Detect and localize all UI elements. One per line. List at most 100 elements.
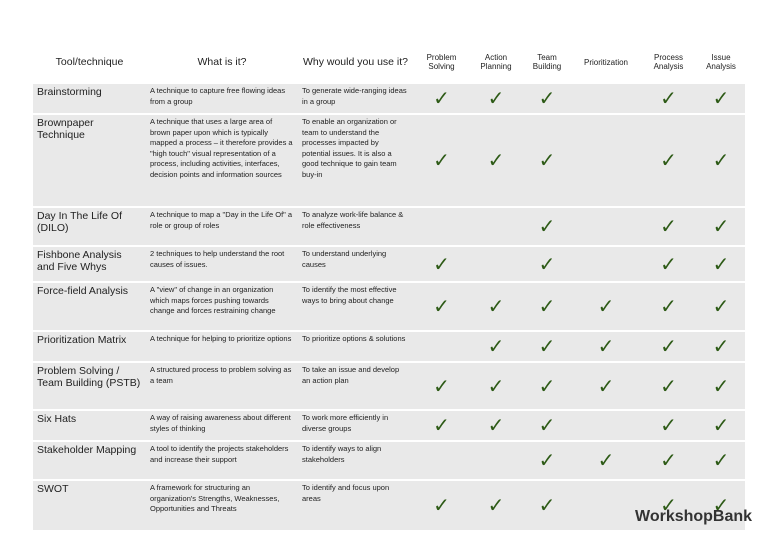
table-row: Six Hats A way of raising awareness about… [33,411,745,440]
check-cell: ✓ [470,115,522,206]
check-cell [470,208,522,245]
check-cell: ✓ [697,481,745,530]
tool-name: Force-field Analysis [33,283,146,330]
description: A technique to capture free flowing idea… [146,84,298,113]
check-cell [413,208,470,245]
check-cell: ✓ [413,411,470,440]
table-row: Fishbone Analysis and Five Whys 2 techniq… [33,247,745,281]
check-cell [572,208,640,245]
check-cell: ✓ [640,481,697,530]
purpose: To identify the most effective ways to b… [298,283,413,330]
description: A technique for helping to prioritize op… [146,332,298,361]
column-header: Issue Analysis [706,53,736,71]
purpose: To take an issue and develop an action p… [298,363,413,409]
check-cell [572,84,640,113]
check-cell: ✓ [640,411,697,440]
purpose: To understand underlying causes [298,247,413,281]
check-cell: ✓ [522,481,572,530]
tool-name: Fishbone Analysis and Five Whys [33,247,146,281]
tool-name: Problem Solving / Team Building (PSTB) [33,363,146,409]
purpose: To work more efficiently in diverse grou… [298,411,413,440]
description: A tool to identify the projects stakehol… [146,442,298,479]
column-header: Action Planning [480,53,512,71]
check-cell: ✓ [522,332,572,361]
check-cell [413,332,470,361]
column-header: Tool/technique [55,56,124,68]
description: 2 techniques to help understand the root… [146,247,298,281]
check-cell [470,247,522,281]
purpose: To prioritize options & solutions [298,332,413,361]
check-cell: ✓ [413,363,470,409]
check-cell: ✓ [522,411,572,440]
check-cell [413,442,470,479]
check-cell: ✓ [470,481,522,530]
check-cell: ✓ [697,208,745,245]
header-row: Tool/technique What is it? Why would you u… [33,42,745,82]
check-cell: ✓ [572,283,640,330]
check-cell: ✓ [522,208,572,245]
table-row: Day In The Life Of (DILO) A technique to … [33,208,745,245]
check-cell: ✓ [413,481,470,530]
check-cell [572,481,640,530]
check-cell: ✓ [697,115,745,206]
description: A technique that uses a large area of br… [146,115,298,206]
check-cell: ✓ [640,115,697,206]
check-cell: ✓ [522,283,572,330]
purpose: To analyze work-life balance & role effe… [298,208,413,245]
check-cell: ✓ [413,115,470,206]
logo: WorkshopBank [635,508,753,525]
column-header: Team Building [532,53,562,71]
tool-name: Stakeholder Mapping [33,442,146,479]
tool-name: Six Hats [33,411,146,440]
check-cell: ✓ [572,442,640,479]
check-cell: ✓ [640,442,697,479]
tool-name: Day In The Life Of (DILO) [33,208,146,245]
check-cell: ✓ [640,84,697,113]
check-cell: ✓ [640,247,697,281]
check-cell: ✓ [470,411,522,440]
check-cell: ✓ [697,363,745,409]
check-cell: ✓ [640,283,697,330]
check-cell: ✓ [697,411,745,440]
check-cell: ✓ [640,208,697,245]
table-body: Brainstorming A technique to capture free… [33,84,745,530]
check-cell: ✓ [413,247,470,281]
check-cell: ✓ [470,84,522,113]
check-cell: ✓ [413,283,470,330]
tool-name: Brainstorming [33,84,146,113]
column-header: Why would you use it? [302,56,409,68]
check-cell: ✓ [470,283,522,330]
check-cell: ✓ [470,332,522,361]
check-cell: ✓ [640,363,697,409]
check-cell: ✓ [522,363,572,409]
tool-name: Prioritization Matrix [33,332,146,361]
description: A framework for structuring an organizat… [146,481,298,530]
check-cell: ✓ [470,363,522,409]
check-cell: ✓ [572,332,640,361]
check-cell: ✓ [697,247,745,281]
tool-name: Brownpaper Technique [33,115,146,206]
check-cell: ✓ [522,247,572,281]
table-row: Stakeholder Mapping A tool to identify th… [33,442,745,479]
check-cell [470,442,522,479]
description: A "view" of change in an organization wh… [146,283,298,330]
column-header: Process Analysis [653,53,684,71]
check-cell [572,247,640,281]
table-row: SWOT A framework for structuring an organ… [33,481,745,530]
check-cell: ✓ [522,442,572,479]
check-cell [572,411,640,440]
column-header: What is it? [197,56,247,68]
tool-table: Tool/technique What is it? Why would you u… [33,40,745,532]
table-row: Brownpaper Technique A technique that use… [33,115,745,206]
table-row: Brainstorming A technique to capture free… [33,84,745,113]
tool-name: SWOT [33,481,146,530]
purpose: To identify and focus upon areas [298,481,413,530]
table-row: Force-field Analysis A "view" of change i… [33,283,745,330]
column-header: Prioritization [583,57,628,67]
table-row: Problem Solving / Team Building (PSTB) A … [33,363,745,409]
purpose: To generate wide-ranging ideas in a grou… [298,84,413,113]
check-cell: ✓ [413,84,470,113]
check-cell: ✓ [522,115,572,206]
check-cell [572,115,640,206]
